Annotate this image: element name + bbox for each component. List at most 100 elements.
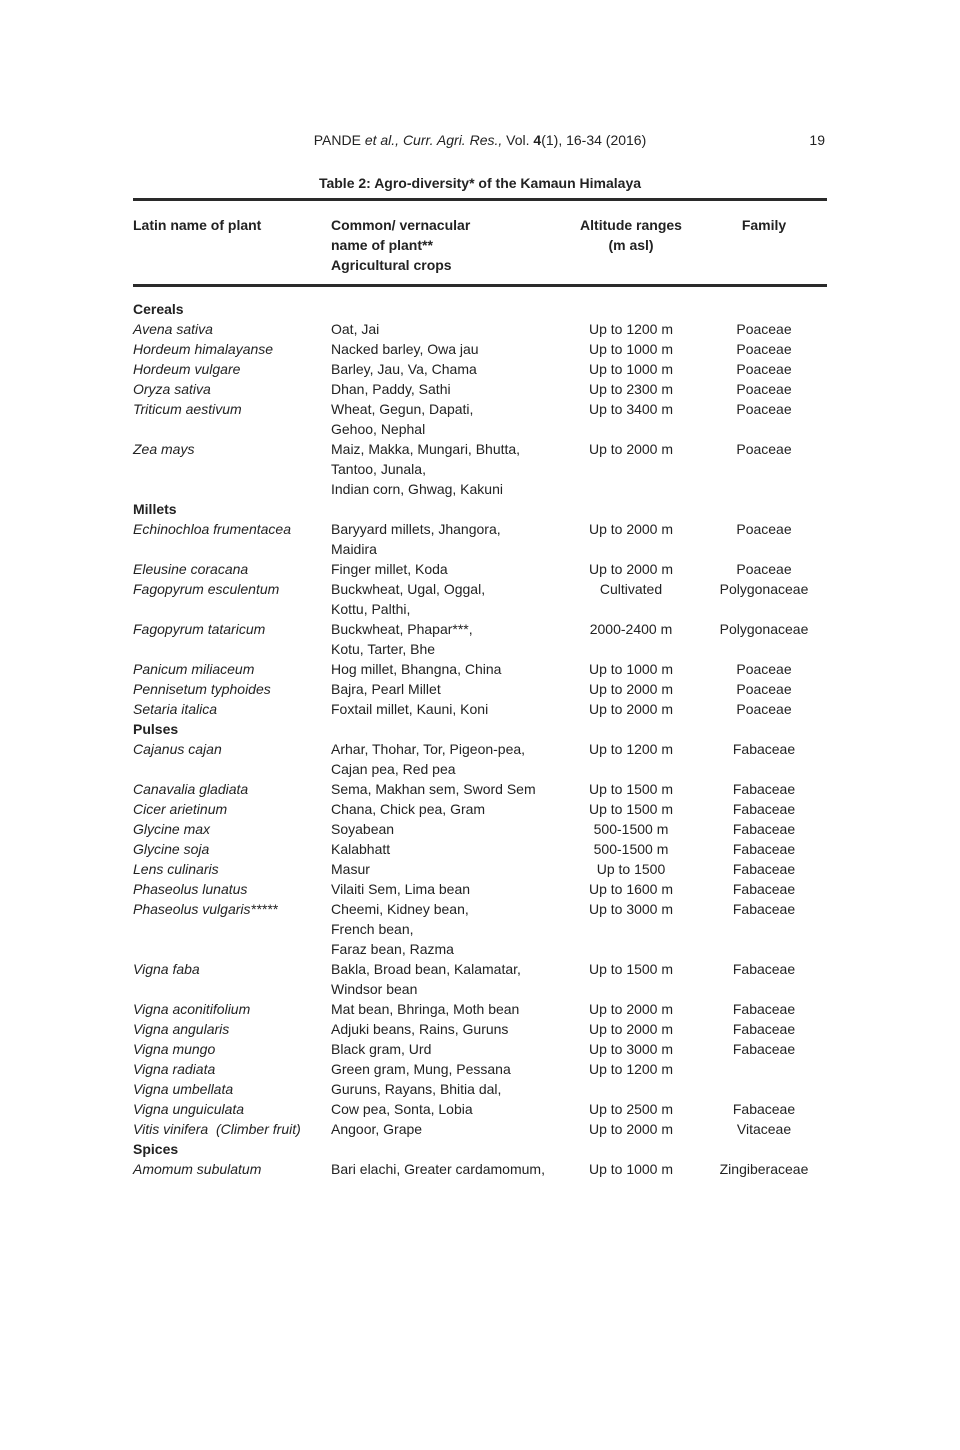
latin-name-cell: Lens culinaris <box>133 861 219 877</box>
common-name-cell: Foxtail millet, Kauni, Koni <box>331 701 489 717</box>
table-row: Cajanus cajan Arhar, Thohar, Tor, Pigeon… <box>133 739 827 779</box>
latin-name-cell: Glycine max <box>133 821 211 837</box>
latin-name-cell: Vigna angularis <box>133 1021 230 1037</box>
family-cell: Fabaceae <box>732 861 796 877</box>
citation-vol-label: Vol. <box>506 132 530 148</box>
altitude-cell: Up to 2000 m <box>588 561 674 577</box>
table-row: Vigna faba Bakla, Broad bean, Kalamatar,… <box>133 959 827 999</box>
table-mid-rule <box>133 284 827 287</box>
family-cell: Zingiberaceae <box>719 1161 809 1177</box>
journal-header: PANDE et al., Curr. Agri. Res., Vol. 4(1… <box>133 130 827 150</box>
table-row: Fagopyrum esculentum Buckwheat, Ugal, Og… <box>133 579 827 619</box>
common-name-cell: Hog millet, Bhangna, China <box>331 661 502 677</box>
latin-name-cell: Avena sativa <box>133 321 213 337</box>
table-header-row: Latin name of plant Common/ vernacular n… <box>133 215 827 275</box>
altitude-cell: Up to 2000 m <box>588 701 674 717</box>
latin-name-cell: Hordeum himalayanse <box>133 341 274 357</box>
empty-cell <box>561 299 701 319</box>
latin-name-cell: Oryza sativa <box>133 381 211 397</box>
family-cell: Vitaceae <box>736 1121 792 1137</box>
latin-name-cell: Vitis vinifera (Climber fruit) <box>133 1121 301 1137</box>
table-row: Phaseolus lunatus Vilaiti Sem, Lima bean… <box>133 879 827 899</box>
altitude-cell: Up to 3000 m <box>588 901 674 917</box>
altitude-cell: Up to 2000 m <box>588 1001 674 1017</box>
family-cell: Fabaceae <box>732 841 796 857</box>
common-name-cell: Green gram, Mung, Pessana <box>331 1061 511 1077</box>
table-row: Avena sativa Oat, Jai Up to 1200 m Poace… <box>133 319 827 339</box>
empty-cell <box>331 499 561 519</box>
section-label: Cereals <box>133 301 184 317</box>
table-row: Vigna mungo Black gram, Urd Up to 3000 m… <box>133 1039 827 1059</box>
common-name-cell: Kalabhatt <box>331 841 391 857</box>
family-cell: Fabaceae <box>732 801 796 817</box>
section-label: Millets <box>133 501 177 517</box>
common-name-cell: Finger millet, Koda <box>331 561 448 577</box>
common-name-cell: Dhan, Paddy, Sathi <box>331 381 451 397</box>
altitude-cell: Up to 1500 m <box>588 781 674 797</box>
table-row: Vigna unguiculata Cow pea, Sonta, Lobia … <box>133 1099 827 1119</box>
altitude-cell: Up to 1200 m <box>588 321 674 337</box>
common-name-cell: Mat bean, Bhringa, Moth bean <box>331 1001 520 1017</box>
altitude-cell: Up to 1000 m <box>588 361 674 377</box>
family-cell: Poaceae <box>736 341 792 357</box>
common-name-cell: Bakla, Broad bean, Kalamatar, Windsor be… <box>331 961 521 997</box>
common-name-cell: Cow pea, Sonta, Lobia <box>331 1101 473 1117</box>
table-row: Vitis vinifera (Climber fruit) Angoor, G… <box>133 1119 827 1139</box>
table-row: Pennisetum typhoides Bajra, Pearl Millet… <box>133 679 827 699</box>
table-row: Cicer arietinum Chana, Chick pea, Gram U… <box>133 799 827 819</box>
family-cell: Poaceae <box>736 401 792 417</box>
document-page: PANDE et al., Curr. Agri. Res., Vol. 4(1… <box>133 130 827 1179</box>
table-row: Triticum aestivum Wheat, Gegun, Dapati, … <box>133 399 827 439</box>
table-row: Phaseolus vulgaris***** Cheemi, Kidney b… <box>133 899 827 959</box>
citation-author: PANDE <box>313 132 361 148</box>
empty-cell <box>331 1139 561 1159</box>
altitude-cell: Up to 1000 m <box>588 661 674 677</box>
table-row: Zea mays Maiz, Makka, Mungari, Bhutta, T… <box>133 439 827 499</box>
family-cell: Fabaceae <box>732 821 796 837</box>
common-name-cell: Wheat, Gegun, Dapati, Gehoo, Nephal <box>331 401 474 437</box>
latin-name-cell: Vigna radiata <box>133 1061 216 1077</box>
table-row: Canavalia gladiata Sema, Makhan sem, Swo… <box>133 779 827 799</box>
column-header-latin-name: Latin name of plant <box>133 217 262 233</box>
family-cell: Fabaceae <box>732 961 796 977</box>
latin-name-cell: Fagopyrum tataricum <box>133 621 266 637</box>
family-cell: Fabaceae <box>732 1001 796 1017</box>
altitude-cell: Up to 3400 m <box>588 401 674 417</box>
family-cell: Poaceae <box>736 321 792 337</box>
common-name-cell: Bari elachi, Greater cardamomum, <box>331 1161 545 1177</box>
table-row: Glycine soja Kalabhatt 500-1500 m Fabace… <box>133 839 827 859</box>
latin-name-cell: Amomum subulatum <box>133 1161 262 1177</box>
family-cell: Poaceae <box>736 361 792 377</box>
common-name-cell: Soyabean <box>331 821 395 837</box>
family-cell: Poaceae <box>736 441 792 457</box>
latin-name-cell: Canavalia gladiata <box>133 781 249 797</box>
altitude-cell: 2000-2400 m <box>589 621 673 637</box>
altitude-cell: Up to 2300 m <box>588 381 674 397</box>
latin-name-cell: Vigna faba <box>133 961 200 977</box>
page-number: 19 <box>809 132 825 148</box>
altitude-cell: Up to 1500 m <box>588 801 674 817</box>
latin-name-cell: Hordeum vulgare <box>133 361 241 377</box>
altitude-cell: Up to 1200 m <box>588 1061 674 1077</box>
altitude-cell: Up to 1500 <box>596 861 666 877</box>
common-name-cell: Sema, Makhan sem, Sword Sem <box>331 781 536 797</box>
latin-name-cell: Fagopyrum esculentum <box>133 581 280 597</box>
family-cell: Poaceae <box>736 661 792 677</box>
altitude-cell: Up to 2000 m <box>588 441 674 457</box>
table-row: Glycine max Soyabean 500-1500 m Fabaceae <box>133 819 827 839</box>
latin-name-cell: Phaseolus vulgaris***** <box>133 901 278 917</box>
table-row: Fagopyrum tataricum Buckwheat, Phapar***… <box>133 619 827 659</box>
common-name-cell: Guruns, Rayans, Bhitia dal, <box>331 1081 502 1097</box>
table-row: Hordeum vulgare Barley, Jau, Va, Chama U… <box>133 359 827 379</box>
common-name-cell: Chana, Chick pea, Gram <box>331 801 486 817</box>
journal-citation: PANDE et al., Curr. Agri. Res., Vol. 4(1… <box>314 132 647 148</box>
altitude-cell: Up to 1500 m <box>588 961 674 977</box>
citation-journal-name: et al., Curr. Agri. Res., <box>364 132 503 148</box>
table-row: Panicum miliaceum Hog millet, Bhangna, C… <box>133 659 827 679</box>
latin-name-cell: Setaria italica <box>133 701 218 717</box>
family-cell: Fabaceae <box>732 1101 796 1117</box>
family-cell: Fabaceae <box>732 1021 796 1037</box>
family-cell: Polygonaceae <box>719 581 809 597</box>
latin-name-cell: Cicer arietinum <box>133 801 228 817</box>
altitude-cell <box>561 1079 701 1099</box>
